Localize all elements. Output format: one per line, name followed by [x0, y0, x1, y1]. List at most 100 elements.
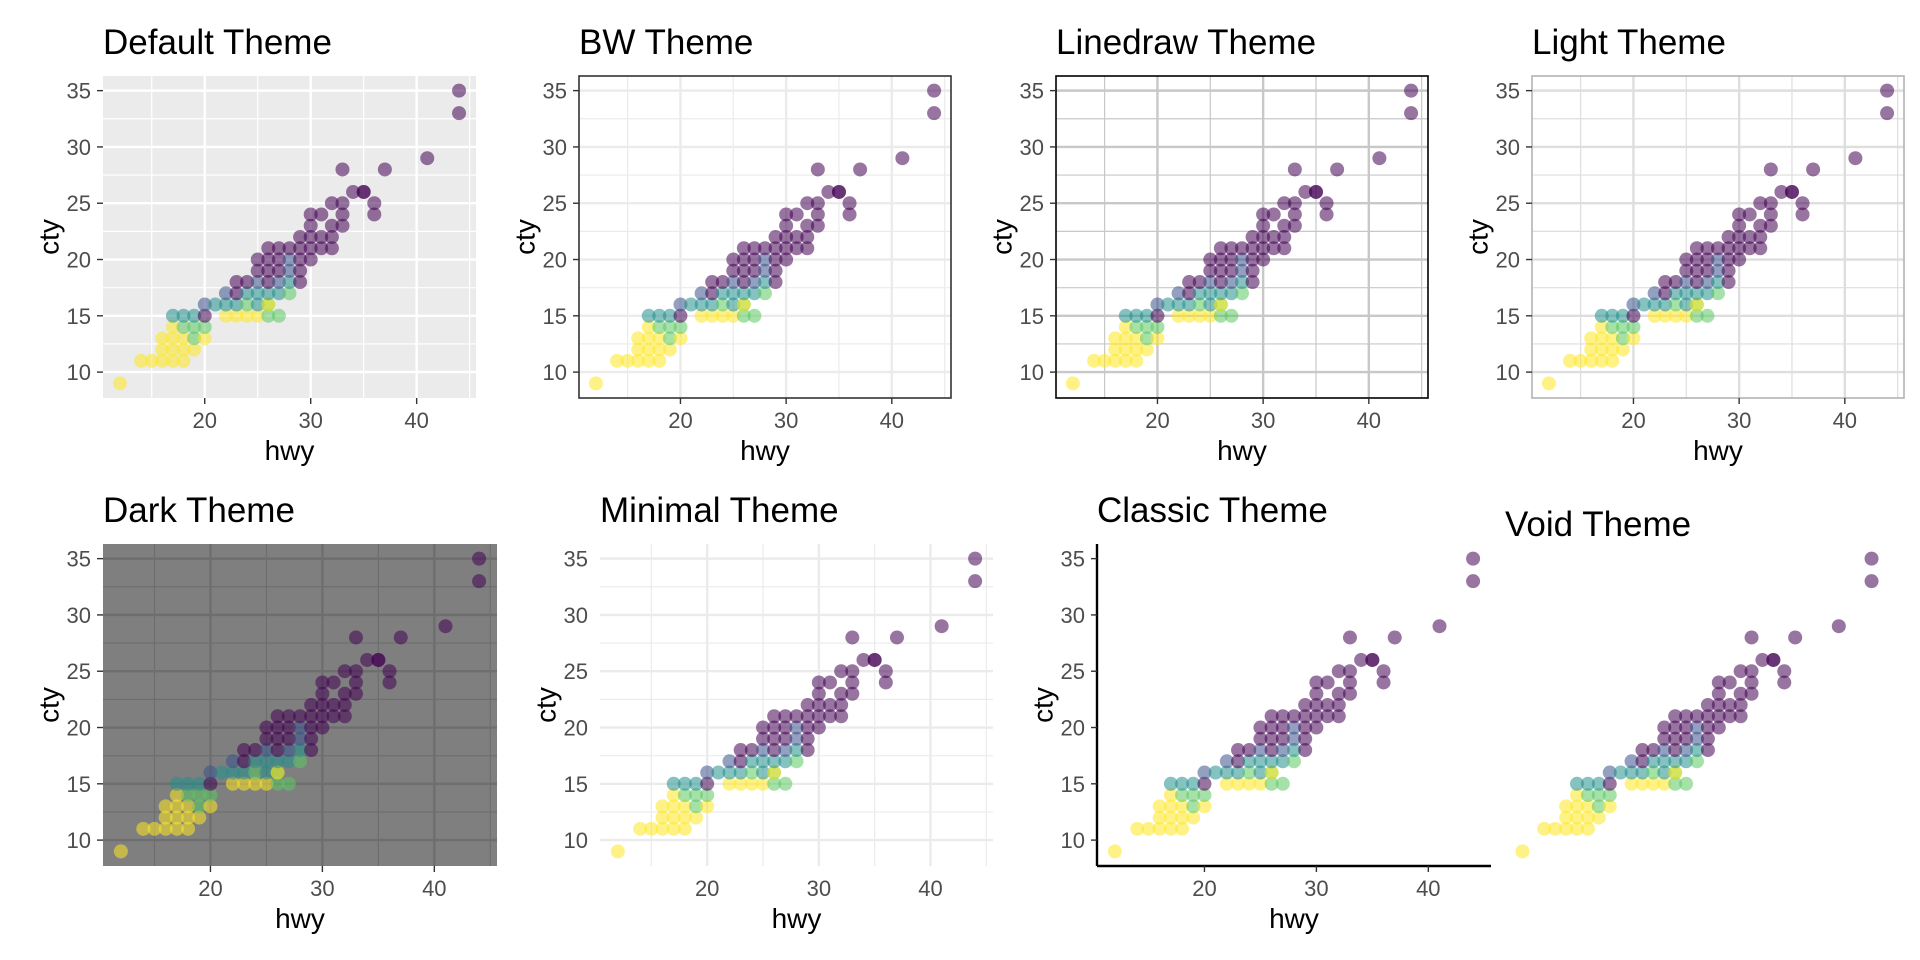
- data-point: [834, 664, 849, 679]
- data-point: [281, 720, 296, 735]
- x-tick-label: 40: [1357, 408, 1381, 433]
- data-point: [1150, 308, 1165, 323]
- data-point: [1163, 788, 1178, 803]
- data-point: [192, 810, 207, 825]
- data-point: [1711, 720, 1726, 735]
- data-point: [197, 308, 212, 323]
- data-point: [270, 754, 285, 769]
- data-point: [1626, 331, 1641, 346]
- x-tick-label: 30: [1727, 408, 1751, 433]
- data-point: [1679, 776, 1694, 791]
- data-point: [968, 551, 983, 566]
- data-point: [1219, 754, 1234, 769]
- data-point: [662, 342, 677, 357]
- data-point: [1690, 743, 1704, 758]
- data-point: [1559, 799, 1574, 814]
- data-point: [1245, 241, 1260, 256]
- data-point: [1605, 331, 1620, 346]
- panel-bw: 20 30 40 10 15 20 25 30 35 hwy cty BW Theme: [509, 23, 952, 466]
- data-point: [1108, 342, 1123, 357]
- panel-title: Minimal Theme: [600, 491, 839, 530]
- data-point: [641, 342, 656, 357]
- data-point: [261, 297, 276, 312]
- panel-title: Linedraw Theme: [1056, 23, 1316, 62]
- data-point: [747, 252, 762, 267]
- data-point: [758, 275, 772, 290]
- data-point: [666, 799, 681, 814]
- data-point: [315, 686, 330, 701]
- data-point: [155, 342, 170, 357]
- data-point: [326, 698, 341, 712]
- data-point: [187, 308, 202, 323]
- data-point: [715, 286, 730, 301]
- data-point: [1647, 286, 1662, 301]
- data-point: [767, 709, 782, 724]
- data-point: [293, 709, 307, 724]
- data-point: [1615, 331, 1630, 346]
- data-point: [652, 342, 667, 357]
- data-point: [229, 297, 244, 312]
- data-point: [271, 308, 286, 323]
- panel-default: 20 30 40 10 15 20 25 30 35 hwy cty Default Theme: [33, 23, 476, 466]
- y-tick-label: 10: [1496, 360, 1520, 385]
- data-point: [1331, 709, 1346, 724]
- data-point: [1591, 776, 1606, 791]
- data-point: [610, 353, 625, 368]
- data-point: [240, 297, 255, 312]
- data-point: [655, 810, 670, 825]
- data-point: [1657, 743, 1672, 758]
- data-point: [1657, 754, 1672, 769]
- data-point: [1065, 376, 1080, 391]
- data-point: [1689, 308, 1704, 323]
- data-point: [1141, 821, 1156, 836]
- data-point: [1213, 241, 1228, 256]
- data-point: [1635, 776, 1650, 791]
- data-point: [1298, 709, 1313, 724]
- data-point: [1711, 252, 1725, 267]
- data-point: [1647, 297, 1662, 312]
- data-point: [112, 376, 127, 391]
- data-point: [1287, 743, 1301, 758]
- data-point: [1584, 331, 1599, 346]
- data-point: [666, 788, 681, 803]
- data-point: [1235, 263, 1249, 278]
- data-point: [360, 652, 375, 667]
- panel-border: [578, 75, 952, 399]
- data-point: [187, 320, 202, 335]
- data-point: [1766, 652, 1781, 667]
- data-point: [779, 207, 794, 222]
- data-point: [700, 788, 715, 803]
- data-point: [237, 743, 252, 758]
- data-point: [1264, 754, 1279, 769]
- data-point: [1700, 286, 1715, 301]
- data-point: [700, 799, 715, 814]
- data-point: [927, 106, 942, 121]
- data-point: [1342, 664, 1357, 679]
- data-point: [1753, 196, 1768, 211]
- y-tick-label: 15: [543, 304, 567, 329]
- data-point: [1224, 252, 1239, 267]
- data-point: [1594, 320, 1609, 335]
- data-point: [1171, 297, 1186, 312]
- data-point: [845, 686, 860, 701]
- data-point: [934, 619, 949, 634]
- y-tick-label: 35: [67, 79, 91, 104]
- data-point: [293, 754, 307, 769]
- x-tick-label: 20: [695, 876, 719, 901]
- data-point: [324, 196, 339, 211]
- data-point: [438, 619, 453, 634]
- data-point: [736, 275, 751, 290]
- data-point: [1186, 788, 1201, 803]
- data-point: [1287, 218, 1302, 233]
- data-point: [303, 252, 318, 267]
- data-point: [1192, 275, 1207, 290]
- data-point: [1309, 686, 1324, 701]
- data-point: [1186, 799, 1201, 814]
- data-point: [248, 776, 263, 791]
- data-point: [641, 331, 656, 346]
- data-point: [1331, 664, 1346, 679]
- data-point: [856, 652, 871, 667]
- data-point: [853, 162, 868, 177]
- data-point: [810, 162, 825, 177]
- data-point: [1129, 308, 1144, 323]
